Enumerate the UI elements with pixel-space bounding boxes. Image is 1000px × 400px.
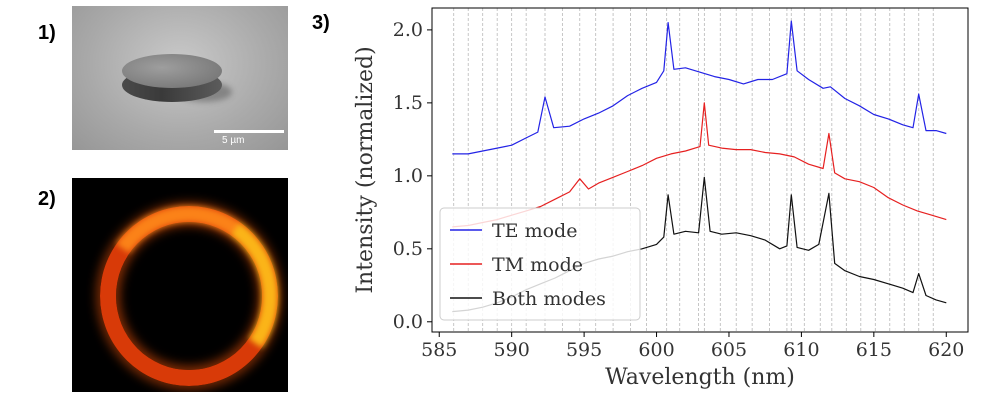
y-tick-label: 1.5	[393, 92, 423, 114]
y-tick-label: 0.0	[393, 311, 423, 333]
x-tick-label: 590	[494, 339, 530, 361]
photoluminescence-image	[72, 178, 288, 392]
y-tick-label: 1.0	[393, 165, 423, 187]
y-tick-label: 2.0	[393, 19, 423, 41]
y-tick-label: 0.5	[393, 238, 423, 260]
scale-bar-label: 5 µm	[222, 135, 245, 146]
y-axis-ticks: 0.0 0.5 1.0 1.5 2.0	[393, 19, 432, 333]
x-tick-label: 615	[856, 339, 892, 361]
plot-frame	[431, 7, 969, 333]
emission-ring-highlight	[85, 191, 288, 392]
microdisk-top	[122, 54, 222, 88]
panel-label-1: 1)	[38, 22, 56, 44]
x-axis-label: Wavelength (nm)	[605, 365, 795, 390]
spectrum-chart: 585 590 595 600 605 610 615 620 0.0 0.5 1.0 1.5 2.0…	[353, 7, 969, 390]
scale-bar	[214, 130, 284, 133]
x-tick-label: 620	[928, 339, 964, 361]
x-tick-label: 600	[638, 339, 674, 361]
x-tick-label: 595	[566, 339, 602, 361]
x-tick-label: 605	[711, 339, 747, 361]
legend-label: Both modes	[492, 288, 606, 310]
y-axis-label: Intensity (normalized)	[353, 46, 378, 293]
series-line	[452, 102, 947, 228]
x-axis-ticks: 585 590 595 600 605 610 615 620	[421, 332, 964, 361]
x-tick-label: 585	[421, 339, 457, 361]
panel-label-2: 2)	[38, 188, 56, 210]
panel-label-3: 3)	[312, 12, 330, 34]
legend-box	[439, 207, 641, 321]
series-line	[452, 20, 947, 155]
legend-label: TE mode	[492, 220, 577, 242]
legend: TE mode TM mode Both modes	[439, 207, 641, 321]
x-tick-label: 610	[783, 339, 819, 361]
sem-micrograph: 5 µm	[72, 6, 288, 150]
legend-label: TM mode	[492, 254, 583, 276]
